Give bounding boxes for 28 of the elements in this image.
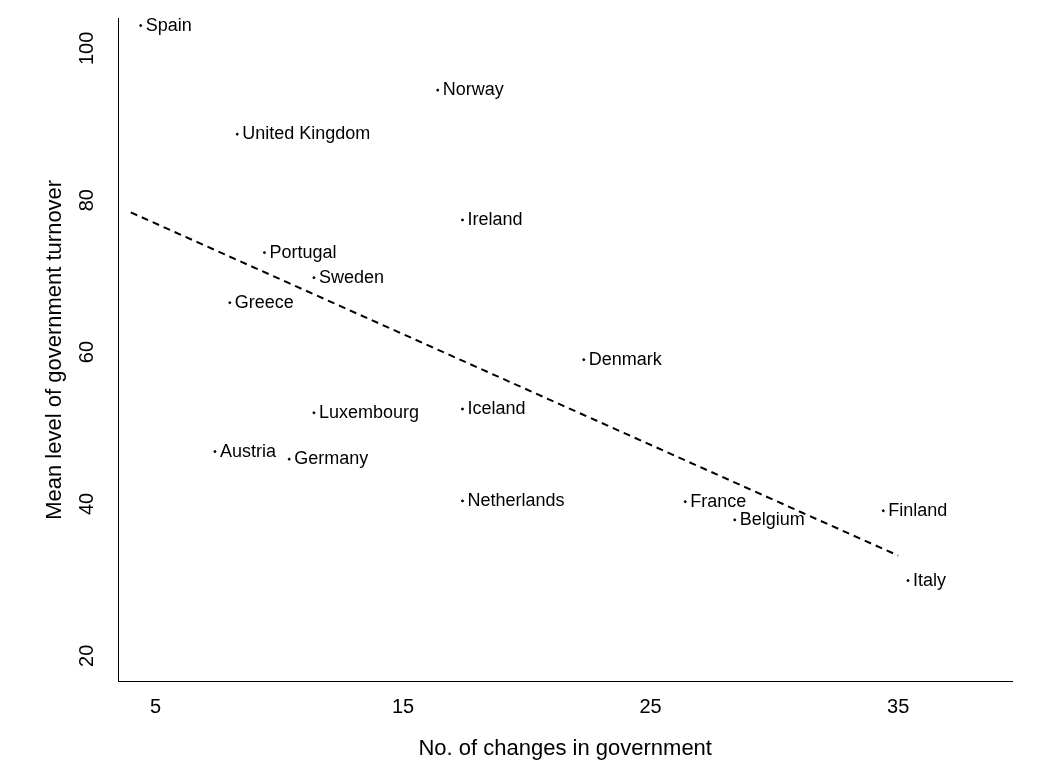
annotation: United Kingdom — [242, 123, 371, 144]
x-tick-label: 15 — [391, 695, 415, 718]
annotation: Finland — [888, 499, 948, 520]
y-tick-label: 60 — [75, 340, 98, 364]
annotation: Norway — [442, 79, 504, 100]
annotation: Portugal — [269, 241, 337, 262]
y-tick-label: 80 — [75, 189, 98, 212]
x-tick-label: 35 — [887, 695, 910, 718]
x-tick-label: 25 — [639, 695, 662, 718]
y-tick-label: 100 — [75, 31, 98, 66]
annotation: Austria — [219, 440, 277, 461]
y-tick-label: 40 — [75, 492, 98, 516]
annotation: Netherlands — [467, 489, 565, 510]
annotation: Belgium — [739, 508, 805, 529]
x-axis-title: No. of changes in government — [418, 734, 712, 760]
annotation: Spain — [145, 14, 192, 35]
annotation: Denmark — [588, 348, 663, 369]
annotation: Italy — [913, 569, 947, 590]
x-tick-label: 5 — [149, 695, 162, 718]
annotation: Greece — [234, 291, 294, 312]
y-axis-title: Mean level of government turnover — [41, 179, 67, 520]
y-tick-label: 20 — [75, 644, 98, 667]
annotation: Luxembourg — [318, 401, 420, 422]
annotation: Iceland — [467, 397, 526, 418]
annotation: Ireland — [467, 208, 523, 229]
annotation: Sweden — [318, 266, 385, 287]
annotation: Germany — [294, 448, 369, 469]
annotation: France — [690, 490, 747, 511]
